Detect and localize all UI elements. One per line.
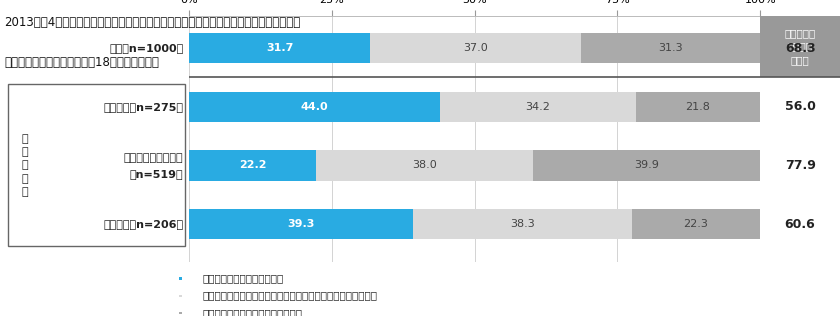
Text: ルールができたことは知っているが、内容までは知らなかった: ルールができたことは知っているが、内容までは知らなかった <box>202 291 377 301</box>
Text: 派遣社員［n=206］: 派遣社員［n=206］ <box>103 219 183 229</box>
Text: 内容を知ら
なかった
（計）: 内容を知ら なかった （計） <box>785 28 816 65</box>
Text: 雇
用
形
態
別: 雇 用 形 態 別 <box>21 134 28 197</box>
Bar <box>316 150 533 181</box>
Text: 31.3: 31.3 <box>659 43 683 53</box>
Bar <box>440 92 636 122</box>
Text: 契約社員［n=275］: 契約社員［n=275］ <box>103 102 183 112</box>
Text: 44.0: 44.0 <box>301 102 328 112</box>
Text: 34.2: 34.2 <box>526 102 550 112</box>
Text: 38.0: 38.0 <box>412 161 437 170</box>
Text: ルールができたことを知らなかった: ルールができたことを知らなかった <box>202 308 302 316</box>
Bar <box>413 209 633 240</box>
Bar <box>189 150 316 181</box>
Text: 2013年の4月に施行された改正労働契約法の変更内容を知っているか　［単一回答形式］: 2013年の4月に施行された改正労働契約法の変更内容を知っているか ［単一回答形… <box>4 16 301 29</box>
Text: 77.9: 77.9 <box>785 159 816 172</box>
Bar <box>179 277 181 280</box>
Bar <box>581 33 760 63</box>
Bar <box>189 92 440 122</box>
Bar <box>179 312 181 314</box>
Bar <box>8 84 186 246</box>
Text: 68.3: 68.3 <box>785 42 816 55</box>
Text: ［無期労働契約への転換（第18条）］について: ［無期労働契約への転換（第18条）］について <box>4 56 159 69</box>
Text: 全体［n=1000］: 全体［n=1000］ <box>109 43 183 53</box>
Bar <box>370 33 581 63</box>
Text: 21.8: 21.8 <box>685 102 711 112</box>
Bar <box>179 295 181 297</box>
Text: ［n=519］: ［n=519］ <box>129 169 183 179</box>
Text: パート・アルバイト: パート・アルバイト <box>123 153 183 163</box>
Text: 22.2: 22.2 <box>239 161 266 170</box>
Text: ルールの内容まで知っていた: ルールの内容まで知っていた <box>202 273 284 283</box>
Text: 60.6: 60.6 <box>785 218 816 231</box>
Text: 37.0: 37.0 <box>464 43 488 53</box>
Text: 56.0: 56.0 <box>785 100 816 113</box>
Text: 39.3: 39.3 <box>287 219 315 229</box>
Text: 38.3: 38.3 <box>511 219 535 229</box>
Text: 22.3: 22.3 <box>684 219 708 229</box>
Text: 31.7: 31.7 <box>265 43 293 53</box>
Bar <box>533 150 761 181</box>
Bar <box>189 33 370 63</box>
Bar <box>760 16 840 77</box>
Bar <box>189 209 413 240</box>
Bar <box>633 209 759 240</box>
Bar <box>636 92 760 122</box>
Text: 39.9: 39.9 <box>634 161 659 170</box>
